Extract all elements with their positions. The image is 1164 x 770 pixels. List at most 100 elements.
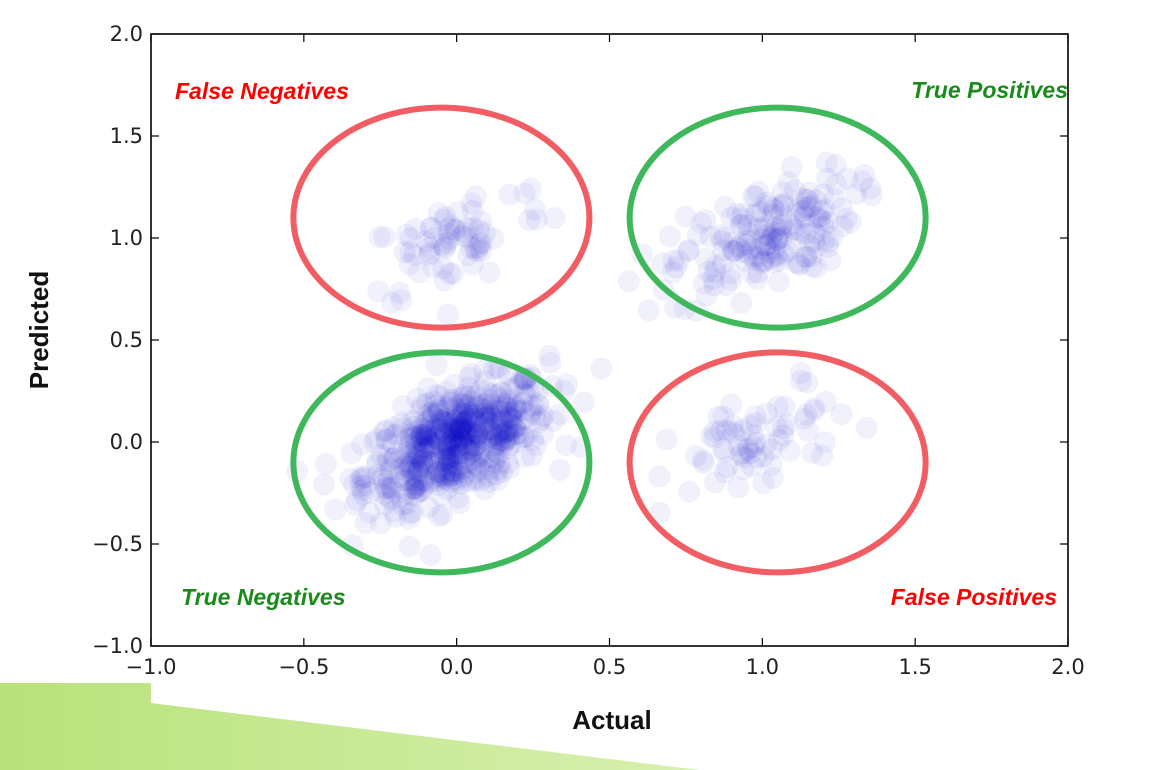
- scatter-point: [435, 468, 458, 491]
- scatter-point: [351, 467, 374, 490]
- scatter-point: [808, 208, 831, 231]
- x-tick-label: 1.0: [746, 655, 779, 679]
- scatter-point: [722, 414, 744, 437]
- scatter-point: [766, 243, 789, 266]
- scatter-point: [674, 205, 697, 228]
- scatter-point: [407, 261, 430, 284]
- scatter-point: [488, 387, 511, 410]
- scatter-point: [800, 255, 823, 278]
- scatter-point: [793, 205, 816, 228]
- scatter-point: [703, 420, 726, 443]
- scatter-point: [438, 434, 461, 457]
- scatter-point: [505, 395, 528, 417]
- scatter-point: [732, 203, 755, 226]
- scatter-point: [458, 441, 481, 464]
- scatter-point: [461, 448, 484, 471]
- scatter-point: [530, 408, 553, 431]
- scatter-point: [434, 237, 457, 259]
- scatter-point: [415, 230, 437, 253]
- scatter-point: [788, 254, 811, 277]
- scatter-point: [324, 498, 347, 521]
- scatter-point: [789, 220, 812, 243]
- scatter-point: [423, 426, 446, 449]
- scatter-point: [458, 366, 481, 389]
- scatter-point: [825, 173, 848, 196]
- scatter-point: [402, 484, 425, 507]
- scatter-point: [354, 474, 377, 497]
- scatter-point: [467, 236, 490, 259]
- scatter-point: [766, 227, 789, 250]
- scatter-point: [742, 435, 765, 458]
- scatter-point: [494, 427, 517, 450]
- quadrant-ring: [626, 104, 929, 331]
- scatter-point: [380, 489, 403, 512]
- scatter-point: [373, 473, 395, 496]
- scatter-point: [418, 430, 441, 453]
- scatter-point: [425, 414, 448, 437]
- scatter-point: [788, 252, 811, 275]
- scatter-point: [736, 438, 759, 461]
- scatter-point: [448, 424, 471, 447]
- scatter-point: [520, 444, 543, 467]
- true-negatives-label: True Negatives: [181, 584, 345, 610]
- scatter-point: [853, 163, 876, 186]
- scatter-point: [498, 183, 521, 206]
- scatter-point: [425, 467, 448, 490]
- scatter-point: [472, 392, 495, 415]
- scatter-point: [399, 240, 422, 263]
- scatter-point: [441, 428, 464, 451]
- scatter-point: [406, 387, 429, 410]
- scatter-point: [412, 454, 435, 477]
- scatter-point: [478, 450, 500, 473]
- scatter-point: [804, 235, 827, 258]
- scatter-point: [444, 460, 467, 483]
- scatter-point: [714, 195, 737, 218]
- scatter-point: [713, 461, 736, 484]
- scatter-point: [501, 408, 524, 431]
- scatter-point: [481, 393, 504, 416]
- scatter-point: [811, 444, 834, 467]
- scatter-point: [396, 428, 419, 451]
- scatter-point: [860, 184, 883, 207]
- scatter-point: [441, 412, 464, 434]
- scatter-point: [497, 437, 519, 460]
- scatter-point: [655, 428, 678, 451]
- scatter-point: [771, 194, 794, 217]
- scatter-point: [373, 483, 396, 505]
- scatter-point: [382, 447, 405, 470]
- scatter-point: [408, 446, 431, 469]
- scatter-point: [720, 393, 743, 416]
- scatter-point: [461, 389, 484, 412]
- scatter-point: [470, 240, 493, 263]
- scatter-point: [764, 215, 787, 238]
- scatter-point: [693, 272, 716, 295]
- scatter-point: [507, 414, 530, 437]
- scatter-point: [377, 450, 399, 473]
- y-axis-title: Predicted: [24, 271, 54, 390]
- scatter-point: [737, 437, 760, 459]
- scatter-point: [770, 214, 793, 237]
- scatter-point: [512, 399, 535, 422]
- scatter-point: [770, 202, 793, 225]
- scatter-point: [391, 394, 414, 417]
- scatter-point: [715, 274, 738, 297]
- scatter-point: [372, 420, 395, 443]
- x-axis-title: Actual: [572, 705, 651, 735]
- y-tick-label: 1.0: [110, 226, 143, 250]
- scatter-point: [313, 473, 335, 496]
- scatter-point: [466, 420, 488, 443]
- scatter-point: [430, 408, 453, 431]
- scatter-point: [449, 434, 472, 457]
- scatter-point: [761, 466, 784, 489]
- scatter-point: [421, 404, 444, 427]
- x-tick-labels: −1.0 −0.5 0.0 0.5 1.0 1.5 2.0: [126, 655, 1085, 679]
- scatter-point: [502, 398, 525, 421]
- scatter-point: [438, 262, 461, 285]
- scatter-point: [500, 409, 523, 432]
- scatter-point: [491, 433, 514, 456]
- scatter-point: [473, 402, 496, 424]
- scatter-point: [451, 465, 474, 488]
- scatter-point: [433, 236, 456, 258]
- scatter-point: [730, 214, 753, 237]
- scatter-point: [402, 415, 425, 438]
